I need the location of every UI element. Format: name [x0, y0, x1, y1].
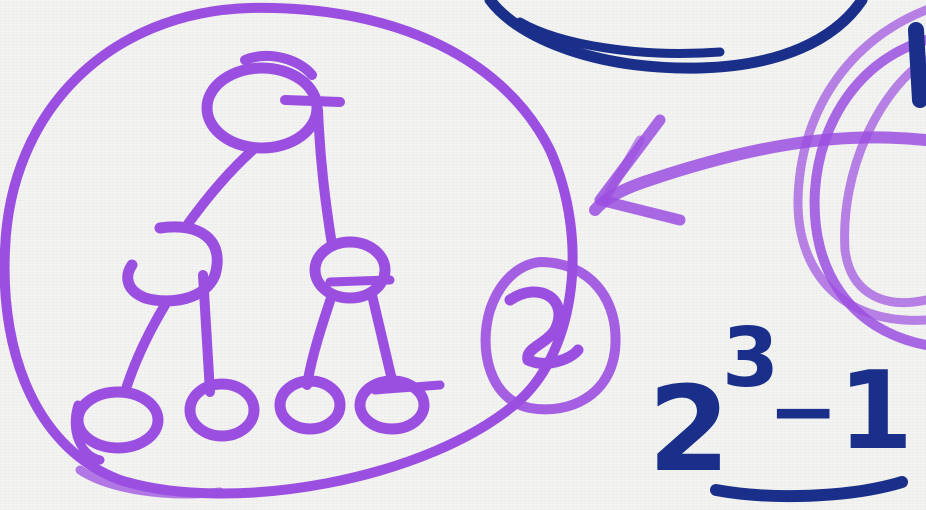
leaf-node-3	[274, 375, 346, 435]
left-child-node	[122, 221, 223, 307]
leaf-node-4	[354, 375, 430, 435]
root-node	[201, 62, 323, 154]
leaf-node-2	[184, 378, 260, 442]
leaf-node-1	[72, 386, 164, 454]
tree-enclosure	[0, 2, 578, 499]
arrow-left	[589, 114, 926, 226]
formula-base: 2	[648, 360, 730, 498]
right-purple-circle	[793, 5, 926, 350]
formula: 2 3 − 1	[648, 311, 913, 503]
navy-circle-top	[484, 0, 868, 74]
formula-minus: −	[768, 362, 838, 460]
binary-tree	[70, 51, 445, 465]
formula-exponent: 3	[722, 311, 779, 406]
formula-term: 1	[838, 349, 913, 474]
right-child-node	[309, 236, 391, 304]
formula-underline	[710, 476, 908, 503]
circled-extra-node	[480, 257, 621, 415]
